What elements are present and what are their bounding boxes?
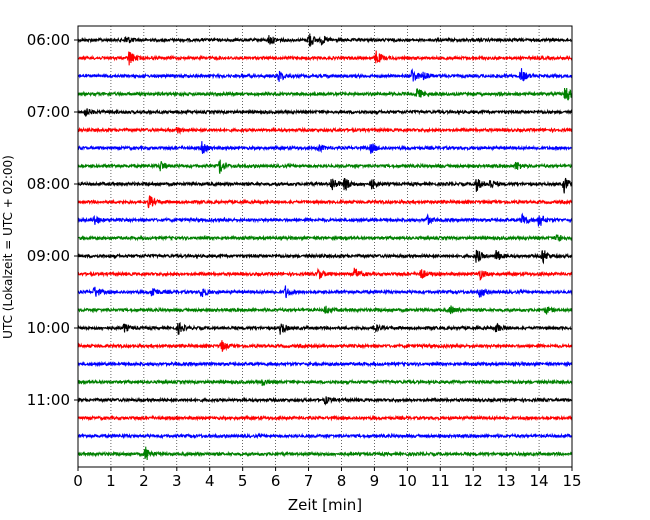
trace-0645: [77, 87, 573, 101]
trace-0830: [77, 212, 573, 227]
x-tick-label-3: 3: [172, 472, 182, 490]
traces-group: [77, 33, 573, 460]
trace-0800: [77, 177, 573, 194]
x-tick-label-5: 5: [238, 472, 248, 490]
y-tick-label-0800: 08:00: [27, 175, 70, 193]
trace-0915: [77, 267, 573, 281]
x-axis: 0 1 2 3 4 5 6 7 8 9 10 11 12 13 14 15: [73, 467, 582, 490]
y-tick-label-0700: 07:00: [27, 103, 70, 121]
x-axis-label: Zeit [min]: [288, 496, 362, 514]
y-tick-label-1000: 10:00: [27, 319, 70, 337]
trace-0745: [77, 159, 573, 174]
x-tick-label-15: 15: [562, 472, 581, 490]
trace-0700: [77, 108, 573, 117]
trace-0730: [77, 141, 573, 154]
y-axis: 06:00 07:00 08:00 09:00 10:00 11:00: [27, 31, 78, 409]
plot-frame: [77, 25, 573, 468]
trace-0615: [77, 50, 573, 66]
plot-area: [78, 26, 572, 467]
trace-1130: [77, 432, 573, 440]
trace-0930: [77, 285, 573, 299]
trace-1030: [77, 360, 573, 368]
x-tick-label-13: 13: [497, 472, 516, 490]
x-tick-label-9: 9: [370, 472, 380, 490]
trace-0815: [77, 195, 573, 209]
x-tick-label-7: 7: [304, 472, 314, 490]
y-axis-label: UTC (Lokalzeit = UTC + 02:00): [1, 155, 15, 339]
x-tick-label-8: 8: [337, 472, 347, 490]
trace-0900: [77, 249, 573, 265]
trace-1015: [77, 340, 573, 352]
trace-0845: [77, 234, 573, 242]
x-tick-label-2: 2: [139, 472, 149, 490]
x-tick-label-6: 6: [271, 472, 281, 490]
y-tick-label-0600: 06:00: [27, 31, 70, 49]
x-tick-label-11: 11: [431, 472, 450, 490]
x-tick-label-10: 10: [398, 472, 417, 490]
y-tick-label-1100: 11:00: [27, 391, 70, 409]
trace-0600: [77, 33, 573, 47]
x-tick-label-0: 0: [73, 472, 83, 490]
x-tick-label-12: 12: [464, 472, 483, 490]
plot-background: [78, 26, 572, 467]
trace-1000: [77, 321, 573, 335]
trace-0945: [77, 305, 573, 315]
trace-1145: [77, 446, 573, 460]
y-tick-label-0900: 09:00: [27, 247, 70, 265]
trace-0630: [77, 68, 573, 82]
trace-1045: [77, 378, 573, 387]
trace-0715: [77, 126, 573, 135]
trace-1115: [77, 414, 573, 422]
trace-1100: [77, 396, 573, 406]
x-tick-label-4: 4: [205, 472, 215, 490]
x-tick-label-1: 1: [106, 472, 116, 490]
x-tick-label-14: 14: [530, 472, 549, 490]
axes-frame: [77, 25, 573, 468]
